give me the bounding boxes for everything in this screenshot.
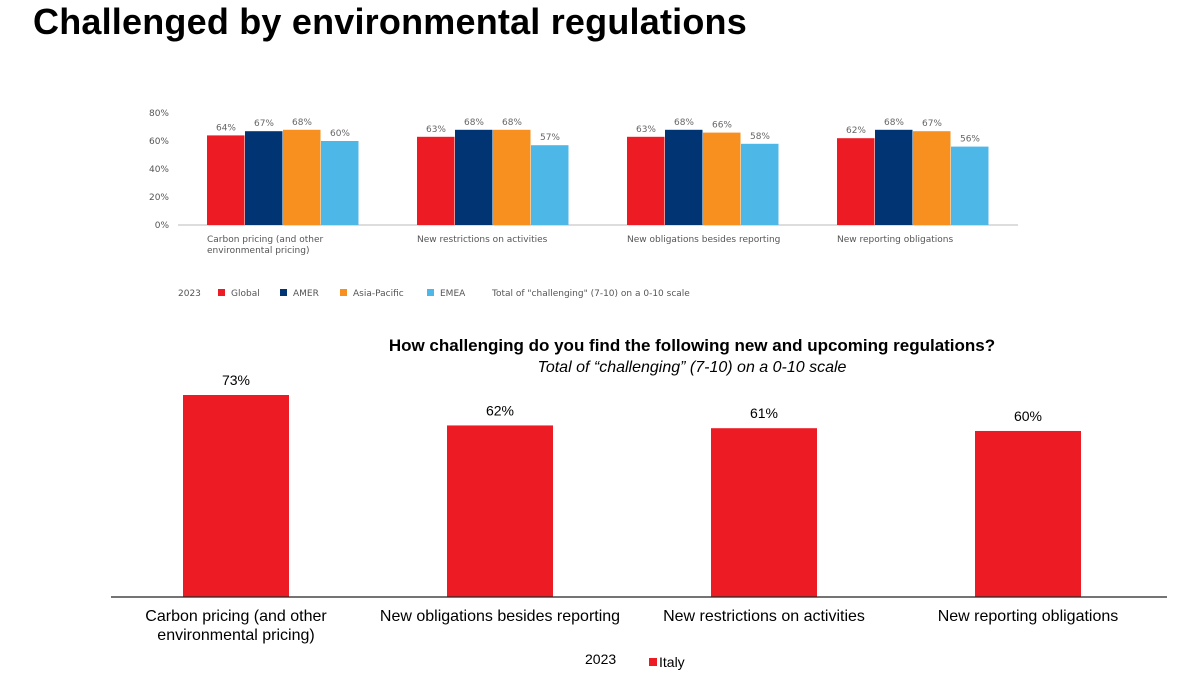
top-legend-label: EMEA (440, 289, 466, 299)
top-y-tick-label: 20% (149, 193, 169, 203)
bottom-category-label: environmental pricing) (157, 627, 314, 644)
top-legend-year: 2023 (178, 289, 201, 299)
top-category-label: New restrictions on activities (417, 235, 548, 245)
top-data-label: 68% (502, 118, 522, 128)
top-data-label: 60% (330, 129, 350, 139)
top-bar-asia-pacific (493, 129, 531, 225)
top-bar-global (837, 138, 875, 225)
page-title: Challenged by environmental regulations (33, 1, 747, 42)
top-legend-swatch (427, 289, 434, 296)
bottom-legend-label: Italy (659, 654, 685, 670)
top-data-label: 66% (712, 121, 732, 131)
top-bar-emea (741, 143, 779, 225)
top-bar-emea (321, 141, 359, 225)
bottom-data-label: 60% (1014, 408, 1042, 424)
top-data-label: 67% (922, 119, 942, 129)
bottom-category-label: New restrictions on activities (663, 608, 865, 625)
top-bar-global (627, 136, 665, 225)
bottom-category-label: Carbon pricing (and other (145, 608, 327, 625)
bottom-legend-swatch (649, 658, 657, 666)
top-bar-amer (875, 129, 913, 225)
top-bar-global (207, 135, 245, 225)
top-data-label: 63% (426, 125, 446, 135)
top-legend-note: Total of "challenging" (7-10) on a 0-10 … (491, 289, 690, 299)
bottom-bar-italy (711, 428, 817, 597)
top-legend-swatch (340, 289, 347, 296)
top-bar-amer (665, 129, 703, 225)
top-data-label: 62% (846, 126, 866, 136)
top-y-tick-label: 0% (155, 221, 170, 231)
top-category-label: New reporting obligations (837, 235, 953, 245)
top-bar-amer (245, 131, 283, 225)
top-legend-swatch (280, 289, 287, 296)
top-category-label: environmental pricing) (207, 246, 310, 256)
top-legend-label: AMER (293, 289, 319, 299)
top-legend-label: Asia-Pacific (353, 289, 404, 299)
top-data-label: 67% (254, 119, 274, 129)
top-data-label: 68% (884, 118, 904, 128)
bottom-legend-year: 2023 (585, 651, 616, 667)
top-y-tick-label: 80% (149, 109, 169, 119)
top-data-label: 64% (216, 123, 236, 133)
top-y-tick-label: 60% (149, 137, 169, 147)
bottom-data-label: 73% (222, 372, 250, 388)
top-legend-label: Global (231, 289, 260, 299)
bottom-data-label: 61% (750, 405, 778, 421)
top-data-label: 57% (540, 133, 560, 143)
top-data-label: 56% (960, 135, 980, 145)
top-data-label: 68% (464, 118, 484, 128)
bottom-bar-italy (447, 425, 553, 597)
top-bar-emea (951, 146, 989, 225)
bottom-data-label: 62% (486, 402, 514, 418)
top-data-label: 63% (636, 125, 656, 135)
top-bar-asia-pacific (913, 131, 951, 225)
top-y-tick-label: 40% (149, 165, 169, 175)
top-data-label: 68% (674, 118, 694, 128)
top-bar-asia-pacific (283, 129, 321, 225)
top-bar-emea (531, 145, 569, 225)
bottom-category-label: New reporting obligations (938, 608, 1119, 625)
top-category-label: New obligations besides reporting (627, 235, 780, 245)
bottom-chart-title: How challenging do you find the followin… (389, 336, 995, 355)
top-data-label: 68% (292, 118, 312, 128)
bottom-bar-italy (975, 430, 1081, 597)
top-legend-swatch (218, 289, 225, 296)
top-data-label: 58% (750, 132, 770, 142)
top-bar-amer (455, 129, 493, 225)
top-bar-asia-pacific (703, 132, 741, 225)
top-category-label: Carbon pricing (and other (207, 235, 324, 245)
top-bar-global (417, 136, 455, 225)
bottom-bar-italy (183, 395, 289, 597)
bottom-category-label: New obligations besides reporting (380, 608, 620, 625)
bottom-chart-subtitle: Total of “challenging” (7-10) on a 0-10 … (538, 359, 847, 376)
